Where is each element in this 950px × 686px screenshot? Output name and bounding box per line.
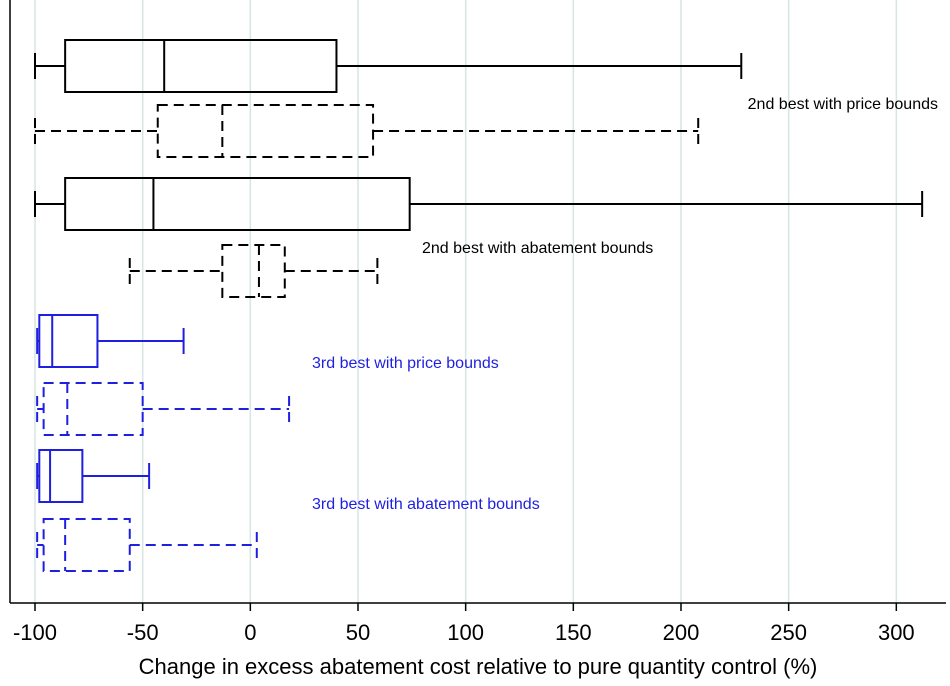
- group-labels: 2nd best with price bounds 2nd best with …: [312, 96, 938, 513]
- box-iqr: [38, 449, 84, 503]
- box-iqr: [42, 382, 144, 436]
- box-iqr: [38, 314, 99, 368]
- group-label: 3rd best with price bounds: [312, 355, 499, 372]
- box-plot-series: [34, 39, 924, 572]
- box-dashed: [128, 244, 379, 298]
- box-dashed: [36, 382, 291, 436]
- box-iqr: [42, 518, 131, 572]
- box-solid: [34, 39, 743, 93]
- x-axis-title: Change in excess abatement cost relative…: [139, 654, 818, 679]
- x-tick-label: -100: [13, 620, 57, 645]
- x-tick-label: 300: [878, 620, 915, 645]
- group-label: 3rd best with abatement bounds: [312, 496, 540, 513]
- box-dashed: [36, 518, 258, 572]
- x-tick-label: 250: [770, 620, 807, 645]
- group-label: 2nd best with price bounds: [748, 96, 938, 113]
- box-iqr: [221, 244, 286, 298]
- box-iqr: [156, 104, 375, 158]
- gridlines: [34, 0, 898, 603]
- box-solid: [36, 449, 151, 503]
- x-tick-label: 0: [244, 620, 256, 645]
- box-iqr: [64, 39, 338, 93]
- x-tick-label: 200: [663, 620, 700, 645]
- x-tick-label: 100: [447, 620, 484, 645]
- box-solid: [36, 314, 185, 368]
- x-tick-label: -50: [127, 620, 159, 645]
- group-label: 2nd best with abatement bounds: [422, 240, 653, 257]
- x-tick-label: 50: [346, 620, 370, 645]
- x-axis: -100 -50 0 50 100 150 200 250 300: [9, 0, 946, 645]
- x-tick-label: 150: [555, 620, 592, 645]
- box-solid: [34, 177, 924, 231]
- box-dashed: [34, 104, 700, 158]
